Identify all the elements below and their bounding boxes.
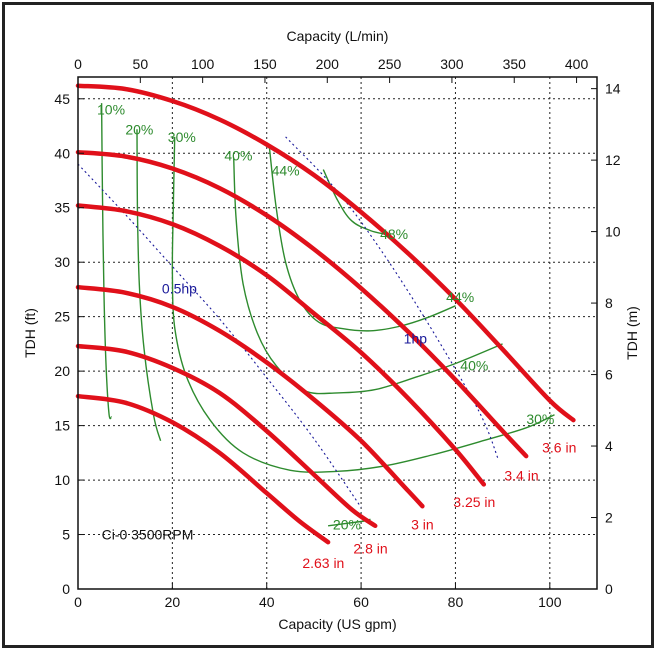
y-tick-label: 10 xyxy=(54,472,70,488)
impeller-label: 3 in xyxy=(411,517,434,533)
efficiency-label: 40% xyxy=(224,147,252,163)
y-axis-title-left: TDH (ft) xyxy=(22,308,38,358)
y-tick-label: 45 xyxy=(54,91,70,107)
right-tick-label: 4 xyxy=(605,438,613,454)
x-axis-title-top: Capacity (L/min) xyxy=(287,28,389,44)
y-tick-label: 35 xyxy=(54,200,70,216)
top-tick-label: 0 xyxy=(74,56,82,72)
power-label: 1hp xyxy=(404,330,428,346)
y-tick-label: 25 xyxy=(54,309,70,325)
power-curve-0.5hp xyxy=(78,164,361,507)
efficiency-curve-20pct xyxy=(137,129,161,441)
top-tick-label: 150 xyxy=(253,56,277,72)
right-tick-label: 6 xyxy=(605,367,613,383)
x-axis-title-bottom: Capacity (US gpm) xyxy=(278,616,396,632)
x-tick-label: 60 xyxy=(353,594,369,610)
x-tick-label: 80 xyxy=(448,594,464,610)
y-tick-label: 15 xyxy=(54,418,70,434)
impeller-label: 3.4 in xyxy=(504,468,538,484)
right-tick-label: 12 xyxy=(605,152,621,168)
curve-labels: 10%20% 30%40%44%48%44%40%30%20%0.5hp1hp2.… xyxy=(97,102,576,571)
pump-model-annotation: Ci-0 3500RPM xyxy=(102,527,194,543)
y-tick-label: 30 xyxy=(54,254,70,270)
efficiency-label: 40% xyxy=(460,358,488,374)
efficiency-label: 20% xyxy=(333,517,361,533)
impeller-label: 2.8 in xyxy=(353,541,387,557)
efficiency-label: 48% xyxy=(380,226,408,242)
right-tick-label: 2 xyxy=(605,510,613,526)
top-tick-label: 100 xyxy=(191,56,215,72)
y-tick-label: 5 xyxy=(62,527,70,543)
y-tick-label: 40 xyxy=(54,145,70,161)
efficiency-label: 44% xyxy=(272,163,300,179)
top-tick-label: 350 xyxy=(503,56,527,72)
x-tick-label: 0 xyxy=(74,594,82,610)
right-tick-label: 14 xyxy=(605,81,621,97)
y-tick-label: 20 xyxy=(54,363,70,379)
y-tick-label: 0 xyxy=(62,581,70,597)
power-label: 0.5hp xyxy=(162,280,197,296)
top-tick-label: 250 xyxy=(378,56,402,72)
impeller-curve-2-8-in xyxy=(78,346,375,526)
impeller-label: 3.6 in xyxy=(542,439,576,455)
top-tick-label: 50 xyxy=(133,56,149,72)
top-tick-label: 200 xyxy=(316,56,340,72)
chart-frame: 0 20 40 60 80 100 0 5 10 15 20 25 30 35 40 45 0 50 100 150 2… xyxy=(2,2,654,648)
right-tick-label: 10 xyxy=(605,224,621,240)
right-tick-label: 8 xyxy=(605,295,613,311)
efficiency-label: 30% xyxy=(168,129,196,145)
impeller-curve-3-in xyxy=(78,287,422,506)
efficiency-label: 10% xyxy=(97,102,125,118)
impeller-curve-2-63-in xyxy=(78,396,328,542)
impeller-label: 2.63 in xyxy=(302,555,344,571)
top-tick-label: 400 xyxy=(565,56,589,72)
efficiency-label: 20% xyxy=(125,121,153,137)
x-tick-label: 40 xyxy=(259,594,275,610)
top-tick-label: 300 xyxy=(440,56,464,72)
y-axis-title-right: TDH (m) xyxy=(624,306,640,360)
impeller-label: 3.25 in xyxy=(453,494,495,510)
efficiency-label: 30% xyxy=(526,411,554,427)
impeller-curves xyxy=(78,86,573,543)
x-tick-label: 100 xyxy=(538,594,562,610)
x-tick-label: 20 xyxy=(165,594,181,610)
right-tick-label: 0 xyxy=(605,581,613,597)
efficiency-label: 44% xyxy=(446,289,474,305)
